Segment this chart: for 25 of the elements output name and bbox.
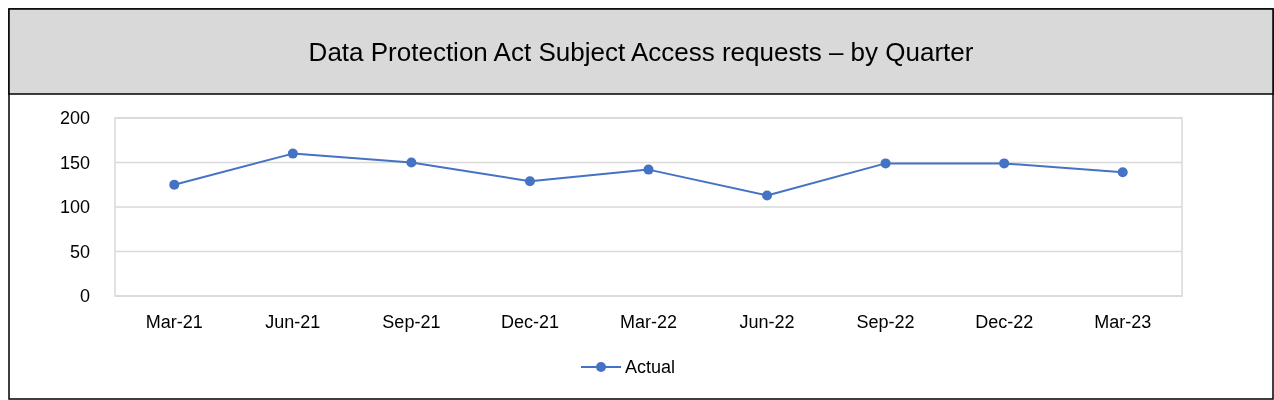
point <box>169 179 180 190</box>
y-tick-label: 200 <box>59 108 90 129</box>
x-tick-label: Mar-21 <box>145 312 203 332</box>
y-tick-label: 150 <box>59 152 90 173</box>
legend-label: Actual <box>625 357 676 378</box>
x-tick-label: Sep-21 <box>382 312 441 332</box>
y-tick-label: 50 <box>69 241 90 262</box>
x-tick-label: Mar-23 <box>1094 312 1152 332</box>
y-tick-label: 100 <box>59 197 90 218</box>
point <box>1117 167 1128 178</box>
point <box>999 158 1010 169</box>
x-tick-label: Sep-22 <box>856 312 915 332</box>
point <box>643 164 654 175</box>
chart-title: Data Protection Act Subject Access requests – by Quarter <box>308 37 974 67</box>
y-tick-label: 0 <box>79 286 90 307</box>
x-tick-label: Dec-21 <box>500 312 559 332</box>
x-tick-label: Jun-21 <box>265 312 321 332</box>
point <box>762 190 773 201</box>
x-tick-label: Dec-22 <box>975 312 1034 332</box>
x-tick-label: Jun-22 <box>739 312 795 332</box>
point <box>287 148 298 159</box>
point <box>406 157 417 168</box>
x-tick-label: Mar-22 <box>619 312 678 332</box>
point <box>524 176 535 187</box>
point <box>880 158 891 169</box>
